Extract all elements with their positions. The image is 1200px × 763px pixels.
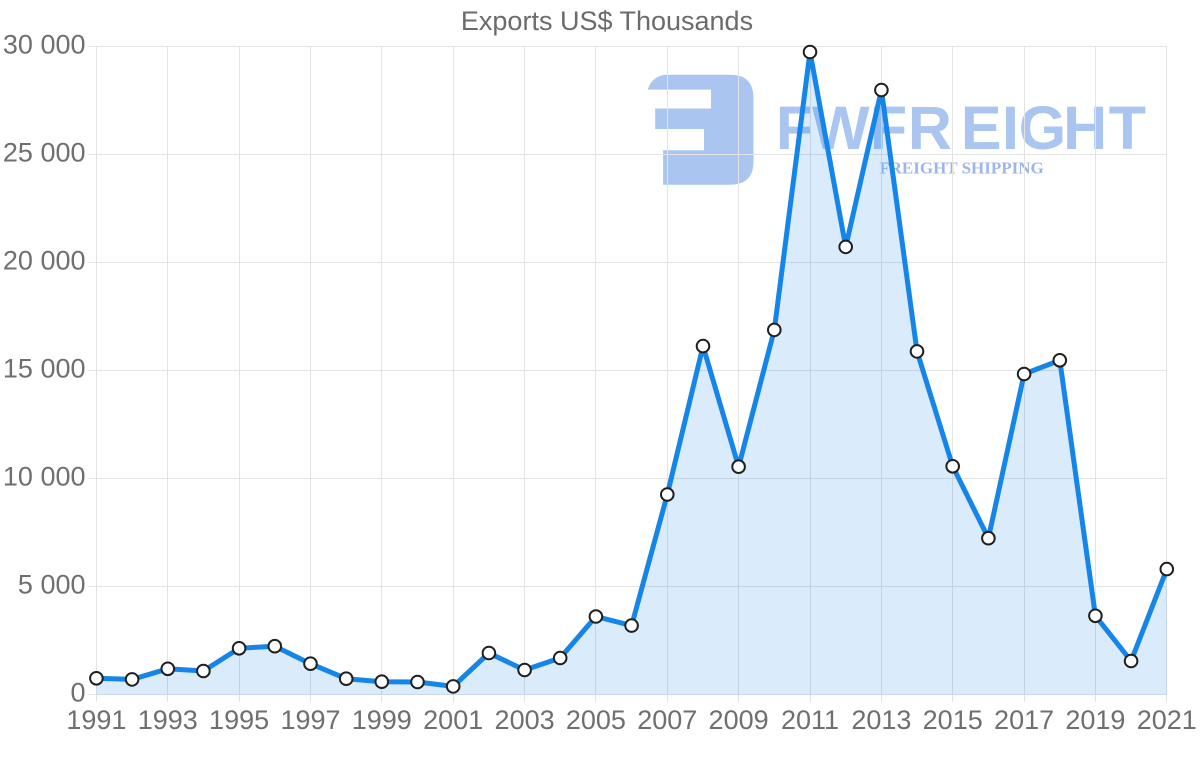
svg-text:FREIGHT SHIPPING: FREIGHT SHIPPING [879,159,1044,178]
svg-text:2007: 2007 [637,705,697,735]
svg-text:H: H [1063,94,1107,162]
svg-text:T: T [1109,94,1146,162]
svg-text:G: G [1019,94,1066,162]
svg-text:F: F [776,94,813,162]
svg-text:30 000: 30 000 [3,30,86,60]
svg-text:E: E [961,94,1002,162]
svg-text:R: R [908,94,952,162]
svg-text:2011: 2011 [781,705,839,735]
svg-text:25 000: 25 000 [3,138,86,168]
svg-text:2015: 2015 [923,705,983,735]
svg-text:2001: 2001 [423,705,483,735]
svg-text:2013: 2013 [851,705,911,735]
svg-text:1993: 1993 [138,705,198,735]
svg-text:2003: 2003 [495,705,555,735]
svg-text:2019: 2019 [1065,705,1125,735]
svg-text:1995: 1995 [209,705,269,735]
svg-text:10 000: 10 000 [3,462,86,492]
svg-text:0: 0 [70,678,85,708]
svg-text:20 000: 20 000 [3,246,86,276]
svg-text:I: I [1002,94,1019,162]
svg-text:2005: 2005 [566,705,626,735]
svg-text:5 000: 5 000 [18,570,86,600]
svg-text:2009: 2009 [709,705,769,735]
svg-text:1997: 1997 [280,705,340,735]
svg-text:2021: 2021 [1137,705,1197,735]
svg-text:15 000: 15 000 [3,354,86,384]
svg-text:Exports US$ Thousands: Exports US$ Thousands [461,6,753,36]
svg-text:1991: 1991 [66,705,126,735]
svg-text:2017: 2017 [994,705,1054,735]
svg-text:1999: 1999 [352,705,412,735]
